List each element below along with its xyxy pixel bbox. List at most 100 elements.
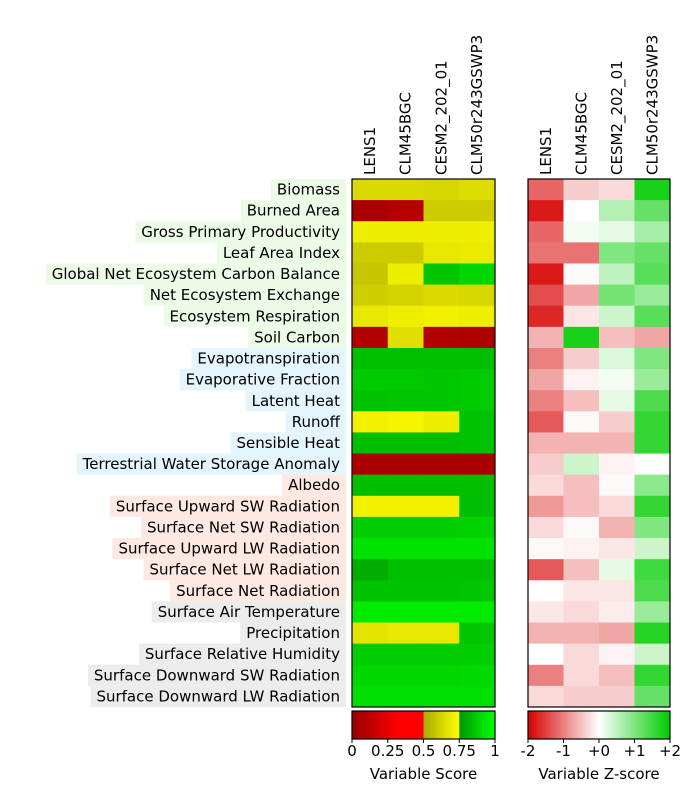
zscore-cell-r5-c2: [599, 284, 635, 307]
zscore-cell-r21-c3: [634, 622, 671, 645]
score-cell-r18-c3: [459, 559, 496, 581]
row-label-surface-net-radiation: Surface Net Radiation: [170, 580, 346, 602]
zscore-cell-r14-c2: [599, 474, 635, 497]
zscore-colorbar-segment: [535, 711, 537, 739]
zscore-colorbar-segment: [545, 711, 547, 739]
row-label-text: Surface Net LW Radiation: [150, 561, 341, 579]
score-cell-r24-c2: [423, 685, 460, 708]
score-cell-r7-c2: [423, 326, 460, 349]
score-colorbar-tick-label: 0.5: [412, 742, 436, 760]
score-colorbar-segment: [482, 711, 485, 739]
zscore-colorbar-segment: [613, 711, 615, 739]
score-colorbar-segment: [370, 711, 372, 739]
zscore-colorbar-segment: [656, 711, 659, 739]
score-cell-r13-c3: [459, 453, 496, 476]
score-colorbar-segment: [442, 711, 445, 739]
row-label-text: Terrestrial Water Storage Anomaly: [82, 455, 340, 473]
score-colorbar-segment: [468, 711, 470, 739]
score-colorbar-segment: [438, 711, 441, 739]
zscore-colorbar-segment: [556, 711, 558, 739]
row-label-text: Surface Relative Humidity: [145, 645, 340, 663]
score-colorbar-segment: [436, 711, 439, 739]
row-label-surface-net-lw-radiation: Surface Net LW Radiation: [143, 559, 346, 581]
score-cell-r5-c3: [459, 284, 496, 307]
score-cell-r19-c1: [387, 580, 424, 602]
zscore-colorbar-segment: [606, 711, 608, 739]
score-colorbar-tick-label: 0.75: [443, 742, 476, 760]
zscore-colorbar-segment: [540, 711, 542, 739]
score-cell-r15-c1: [387, 495, 424, 518]
zscore-cell-r5-c3: [634, 284, 671, 307]
zscore-colorbar-segment: [637, 711, 640, 739]
zscore-colorbar-segment: [660, 711, 663, 739]
row-label-text: Evapotranspiration: [197, 350, 340, 368]
score-cell-r21-c1: [387, 622, 424, 645]
score-colorbar-segment: [393, 711, 396, 739]
zscore-colorbar-segment: [539, 711, 541, 739]
score-colorbar-segment: [489, 711, 492, 739]
zscore-colorbar-segment: [587, 711, 590, 739]
score-colorbar: 0 0.25 0.5 0.75 1 Variable Score: [347, 710, 500, 783]
score-colorbar-segment: [376, 711, 379, 739]
zscore-cell-r0-c2: [599, 179, 635, 201]
column-label-lens1: LENS1: [537, 127, 555, 175]
score-cell-r5-c1: [387, 284, 424, 307]
zscore-colorbar-segment: [531, 711, 533, 739]
score-colorbar-segment: [485, 711, 488, 739]
zscore-colorbar-segment: [548, 711, 550, 739]
zscore-cell-r6-c1: [563, 305, 600, 328]
zscore-colorbar-segment: [619, 711, 621, 739]
score-cell-r4-c0: [352, 263, 389, 285]
zscore-cell-r24-c1: [563, 685, 600, 708]
row-label-leaf-area-index: Leaf Area Index: [216, 242, 346, 264]
score-cell-r16-c3: [459, 516, 496, 539]
zscore-colorbar-segment: [565, 711, 568, 739]
row-label-surface-downward-lw-radiation: Surface Downward LW Radiation: [90, 685, 346, 707]
score-colorbar-segment: [410, 711, 412, 739]
row-label-surface-net-sw-radiation: Surface Net SW Radiation: [140, 516, 346, 539]
score-colorbar-segment: [444, 711, 447, 739]
row-label-text: Evaporative Fraction: [186, 371, 340, 389]
zscore-colorbar-segment: [594, 711, 597, 739]
zscore-cell-r17-c0: [528, 538, 564, 560]
score-colorbar-segment: [372, 711, 374, 739]
row-label-latent-heat: Latent Heat: [245, 390, 346, 412]
score-colorbar-segment: [391, 711, 394, 739]
row-label-evaporative-fraction: Evaporative Fraction: [179, 369, 346, 391]
zscore-cell-r21-c2: [599, 622, 635, 645]
zscore-colorbar-segment: [602, 711, 604, 739]
score-frame: [351, 178, 496, 708]
zscore-colorbar-segment: [651, 711, 654, 739]
zscore-cell-r3-c2: [599, 242, 635, 264]
score-cell-r10-c3: [459, 390, 496, 412]
column-label-clm50r243gswp3: CLM50r243GSWP3: [643, 35, 661, 175]
score-colorbar-segment: [466, 711, 468, 739]
zscore-cell-r24-c2: [599, 685, 635, 708]
score-colorbar-segment: [412, 711, 414, 739]
score-colorbar-segment: [454, 711, 456, 739]
score-colorbar-segment: [357, 711, 359, 739]
zscore-cell-r10-c0: [528, 390, 564, 412]
score-colorbar-segment: [417, 711, 419, 739]
zscore-cell-r1-c3: [634, 200, 671, 222]
zscore-colorbar-segment: [596, 711, 599, 739]
score-colorbar-segment: [471, 711, 474, 739]
row-label-highlight: [270, 179, 346, 201]
zscore-colorbar-segment: [615, 711, 617, 739]
row-label-highlight: [179, 369, 346, 391]
score-colorbar-segment: [386, 711, 389, 739]
zscore-cell-r7-c0: [528, 326, 564, 349]
zscore-heatmap: [527, 178, 671, 708]
zscore-colorbar-tick-label: +0: [588, 742, 610, 760]
score-colorbar-segment: [452, 711, 454, 739]
zscore-cell-r8-c3: [634, 347, 671, 370]
zscore-cell-r21-c1: [563, 622, 600, 645]
score-colorbar-segment: [487, 711, 490, 739]
row-label-text: Leaf Area Index: [223, 244, 340, 262]
score-colorbar-segment: [448, 711, 450, 739]
zscore-colorbar-segment: [581, 711, 584, 739]
score-colorbar-segment: [409, 711, 411, 739]
zscore-colorbar-segment: [575, 711, 578, 739]
zscore-cell-r18-c2: [599, 559, 635, 581]
zscore-colorbar-segment: [579, 711, 582, 739]
